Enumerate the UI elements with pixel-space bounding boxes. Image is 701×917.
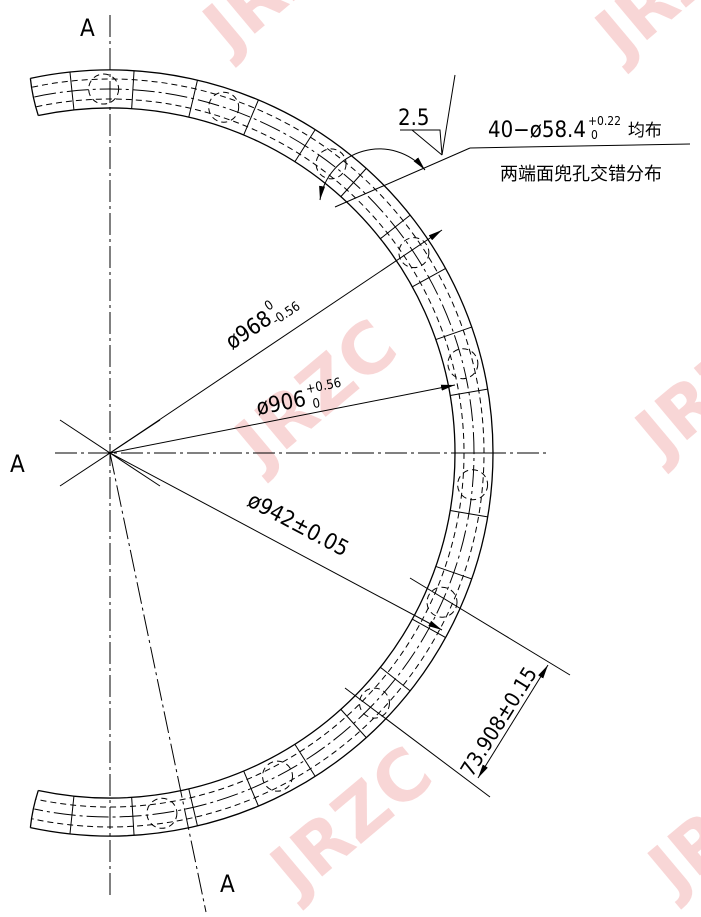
hole-lower: 0 (591, 128, 598, 142)
ring-part (189, 80, 198, 117)
dim-label: ø942±0.05 (243, 488, 352, 562)
roughness-symbol (412, 130, 442, 155)
ring-part (436, 566, 472, 578)
leader (470, 144, 690, 148)
dim-label: 73.908±0.15 (456, 663, 542, 781)
ring-part (359, 688, 389, 718)
ring-part (380, 667, 410, 691)
hole-note-line2: 两端面兜孔交错分布 (500, 164, 662, 185)
section-label: A (80, 14, 95, 42)
ring-part (244, 771, 259, 806)
ring-part (341, 709, 366, 737)
drawing: JRZC JRZC JRZC JRZC JRZC JRZC A A A ø968… (0, 0, 701, 917)
hole-suffix: 均布 (628, 121, 662, 141)
watermark: JRZC (185, 0, 380, 70)
dim-lower: -0.56 (270, 299, 303, 328)
dim-main: ø968 (221, 306, 276, 355)
section-line (110, 453, 206, 912)
watermark: JRZC (577, 0, 701, 77)
ring-part (263, 761, 293, 791)
watermark: JRZC (252, 731, 447, 913)
ring-part (189, 789, 198, 826)
ring-part (295, 744, 315, 776)
watermarks: JRZC JRZC JRZC JRZC JRZC JRZC (185, 0, 701, 913)
ring-part (341, 168, 366, 196)
section-label: A (10, 450, 25, 478)
hole-upper: +0.22 (588, 114, 621, 128)
ring-part (380, 215, 410, 239)
hole-main: 40−ø58.4 (488, 118, 586, 143)
watermark: JRZC (630, 730, 701, 912)
extension-line (410, 578, 570, 675)
roughness: 2.5 (398, 106, 429, 131)
ring-part (244, 100, 259, 135)
dim-label: ø9680-0.56 (219, 286, 303, 357)
watermark: JRZC (617, 294, 701, 476)
section-label: A (220, 870, 235, 898)
leader (335, 148, 470, 207)
